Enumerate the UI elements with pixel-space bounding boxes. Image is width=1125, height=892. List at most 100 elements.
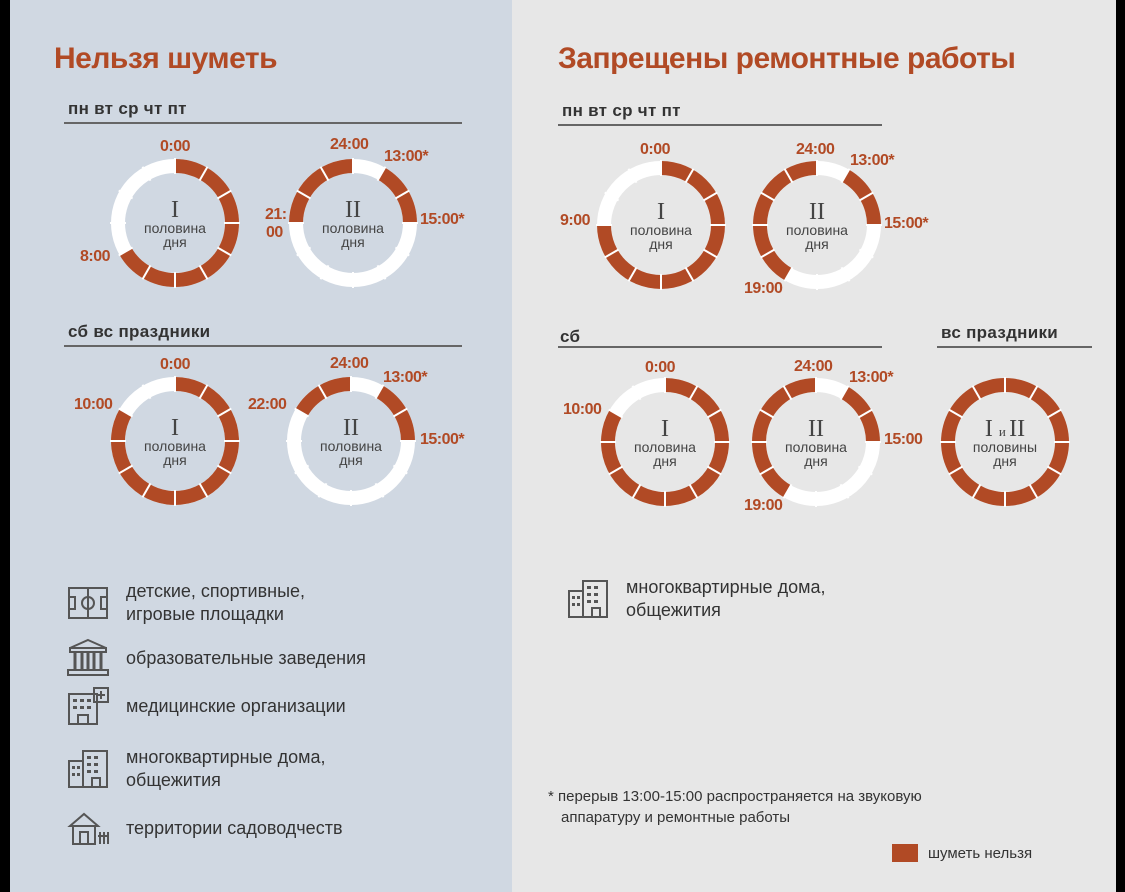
clock-center-text: дня xyxy=(993,453,1016,469)
left-panel: Нельзя шуметь пн вт ср чт пт сб вс празд… xyxy=(10,0,512,892)
legend-apartments-right-line2: общежития xyxy=(626,600,721,620)
hour-tick xyxy=(374,482,385,498)
hour-tick xyxy=(857,465,873,476)
legend-apartments-left: многоквартирные дома, общежития xyxy=(66,746,325,792)
hour-tick xyxy=(684,168,695,184)
time-label: 15:00* xyxy=(420,431,465,448)
hour-tick xyxy=(216,246,232,257)
time-label: 24:00 xyxy=(794,358,833,375)
hour-tick xyxy=(216,407,232,418)
school-building-icon xyxy=(66,636,110,680)
time-label: 15:00* xyxy=(884,215,929,232)
clock-numeral: I и II xyxy=(985,416,1025,442)
clock-center-text: половина xyxy=(786,222,848,238)
clock-center-text: дня xyxy=(805,236,828,252)
right-weekday-label: пн вт ср чт пт xyxy=(562,101,681,120)
hour-tick xyxy=(296,189,312,200)
time-label: 00 xyxy=(266,224,283,241)
hour-tick xyxy=(394,246,410,257)
hour-tick xyxy=(141,384,152,400)
legend-apartments-left-line2: общежития xyxy=(126,770,221,790)
time-label: 15:00* xyxy=(420,211,465,228)
time-label: 13:00* xyxy=(383,369,428,386)
hour-tick xyxy=(118,189,134,200)
playground-icon xyxy=(66,581,110,625)
time-label: 13:00* xyxy=(850,152,895,169)
garden-house-icon xyxy=(66,806,110,850)
hour-tick xyxy=(702,248,718,259)
apartment-building-icon xyxy=(566,577,610,621)
hour-tick xyxy=(971,483,982,499)
hour-tick xyxy=(948,408,964,419)
noise-ban-segment xyxy=(752,378,816,498)
time-label: 24:00 xyxy=(330,355,369,372)
time-label: 13:00* xyxy=(384,148,429,165)
hour-tick xyxy=(840,266,851,282)
hour-tick xyxy=(783,266,794,282)
clock-numeral: I xyxy=(171,197,179,223)
hour-tick xyxy=(118,464,134,475)
clock-numeral: II xyxy=(809,199,825,225)
legend-gardens: территории садоводчеств xyxy=(66,806,343,850)
hour-tick xyxy=(141,166,152,182)
hour-tick xyxy=(783,168,794,184)
color-key-label: шуметь нельзя xyxy=(928,844,1033,862)
clock-center-text: дня xyxy=(649,236,672,252)
hour-tick xyxy=(141,482,152,498)
hour-tick xyxy=(374,384,385,400)
hour-tick xyxy=(948,465,964,476)
clock-center-text: дня xyxy=(341,234,364,250)
hour-tick xyxy=(1046,408,1062,419)
hour-tick xyxy=(317,384,328,400)
legend-apartments-right-line1: многоквартирные дома, xyxy=(626,577,826,597)
clock-center-text: половина xyxy=(322,220,384,236)
clock-center-text: половины xyxy=(973,439,1037,455)
time-label: 24:00 xyxy=(330,136,369,153)
hour-tick xyxy=(840,168,851,184)
hour-tick xyxy=(782,483,793,499)
hour-tick xyxy=(198,482,209,498)
hour-tick xyxy=(631,483,642,499)
hour-tick xyxy=(782,385,793,401)
legend-apartments-left-line1: многоквартирные дома, xyxy=(126,747,326,767)
legend-apartments-right: многоквартирные дома, общежития xyxy=(566,576,825,622)
hour-tick xyxy=(604,248,620,259)
clock-center-text: дня xyxy=(163,452,186,468)
hour-tick xyxy=(198,384,209,400)
legend-playgrounds-line1: детские, спортивные, xyxy=(126,581,306,601)
hour-tick xyxy=(319,264,330,280)
legend-schools: образовательные заведения xyxy=(66,636,366,680)
time-label: 21: xyxy=(265,206,287,223)
noise-ban-segment xyxy=(842,169,881,225)
clock-center-text: дня xyxy=(163,234,186,250)
hour-tick xyxy=(198,264,209,280)
clock-center-text: дня xyxy=(653,453,676,469)
right-saturday-label: сб xyxy=(560,327,581,346)
hour-tick xyxy=(141,264,152,280)
footnote-line2: аппаратуру и ремонтные работы xyxy=(561,809,791,826)
clock-center-text: дня xyxy=(804,453,827,469)
time-label: 19:00 xyxy=(744,280,783,297)
clock-center-text: половина xyxy=(634,439,696,455)
hospital-icon xyxy=(66,684,110,728)
time-label: 15:00 xyxy=(884,431,923,448)
hour-tick xyxy=(392,407,408,418)
hour-tick xyxy=(294,407,310,418)
clock-numeral: II xyxy=(343,415,359,441)
hour-tick xyxy=(684,266,695,282)
time-label: 9:00 xyxy=(560,212,591,229)
clock-center-text: дня xyxy=(339,452,362,468)
hour-tick xyxy=(627,266,638,282)
clock-numeral: II xyxy=(808,416,824,442)
right-title: Запрещены ремонтные работы xyxy=(558,42,1016,75)
hour-tick xyxy=(627,168,638,184)
clock-center-text: половина xyxy=(144,438,206,454)
hour-tick xyxy=(971,385,982,401)
